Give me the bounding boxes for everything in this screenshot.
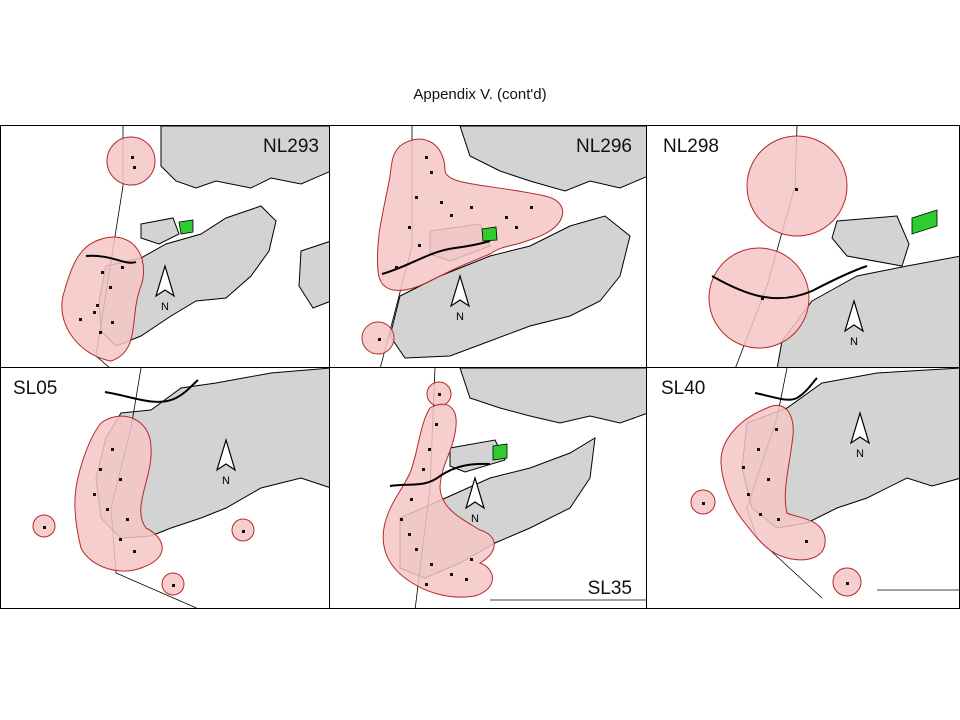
map-panel-grid: N NL293 N <box>0 125 960 609</box>
map-nl296: N <box>361 126 646 367</box>
north-label: N <box>222 475 230 487</box>
panel-label: SL05 <box>13 378 58 399</box>
map-panel-nl298: N NL298 <box>646 125 960 368</box>
buffer-circle <box>106 136 156 186</box>
north-label: N <box>456 311 464 323</box>
north-arrow: N <box>843 298 865 348</box>
north-arrow: N <box>215 437 237 487</box>
land-peninsula <box>776 255 959 367</box>
north-arrow: N <box>154 263 176 313</box>
road-line <box>85 254 137 264</box>
map-panel-sl40: N SL40 <box>646 367 960 609</box>
north-label: N <box>161 301 169 313</box>
map-sl35: N <box>382 368 646 608</box>
north-arrow: N <box>464 475 486 525</box>
buffer-zone <box>376 138 563 291</box>
land-island <box>449 439 506 473</box>
north-arrow: N <box>849 410 871 460</box>
north-label: N <box>471 513 479 525</box>
panel-label: SL35 <box>587 578 632 599</box>
green-site <box>911 209 938 235</box>
green-site <box>492 443 508 461</box>
road-line <box>104 379 199 403</box>
site-points <box>378 156 533 341</box>
map-panel-sl05: N SL05 <box>0 367 330 609</box>
land-mainland <box>459 368 646 424</box>
green-site <box>481 226 498 242</box>
buffer-zone <box>720 405 826 561</box>
map-panel-nl293: N NL293 <box>0 125 330 368</box>
site-points <box>702 428 849 585</box>
panel-label: NL296 <box>576 136 632 157</box>
buffer-circle <box>746 135 848 237</box>
map-sl05: N <box>32 368 329 608</box>
road-line <box>711 265 868 300</box>
buffer-zone <box>382 403 495 598</box>
north-label: N <box>850 336 858 348</box>
land-east <box>298 241 329 309</box>
green-site <box>178 219 194 235</box>
page-title: Appendix V. (cont'd) <box>413 86 547 103</box>
land-island <box>140 217 180 245</box>
map-panel-sl35: N SL35 <box>329 367 647 609</box>
land-island <box>831 215 910 267</box>
panel-label: NL293 <box>263 136 319 157</box>
site-points <box>761 188 798 300</box>
road-line <box>381 240 491 275</box>
site-points <box>79 156 136 334</box>
land-peninsula <box>389 215 631 359</box>
road-line <box>389 462 491 487</box>
buffer-circle <box>708 247 810 349</box>
road-line <box>754 377 818 401</box>
buffer-zone <box>74 415 163 572</box>
buffer-zone <box>61 236 145 362</box>
north-label: N <box>856 448 864 460</box>
site-points <box>43 448 245 587</box>
map-nl293: N <box>61 126 329 367</box>
map-nl298: N <box>708 126 959 367</box>
land-mainland <box>160 126 329 189</box>
panel-label: SL40 <box>661 378 706 399</box>
map-sl40: N <box>690 368 959 599</box>
land-mainland <box>459 126 646 192</box>
map-panel-nl296: N NL296 <box>329 125 647 368</box>
north-arrow: N <box>449 273 471 323</box>
panel-label: NL298 <box>663 136 719 157</box>
site-points <box>400 393 473 586</box>
